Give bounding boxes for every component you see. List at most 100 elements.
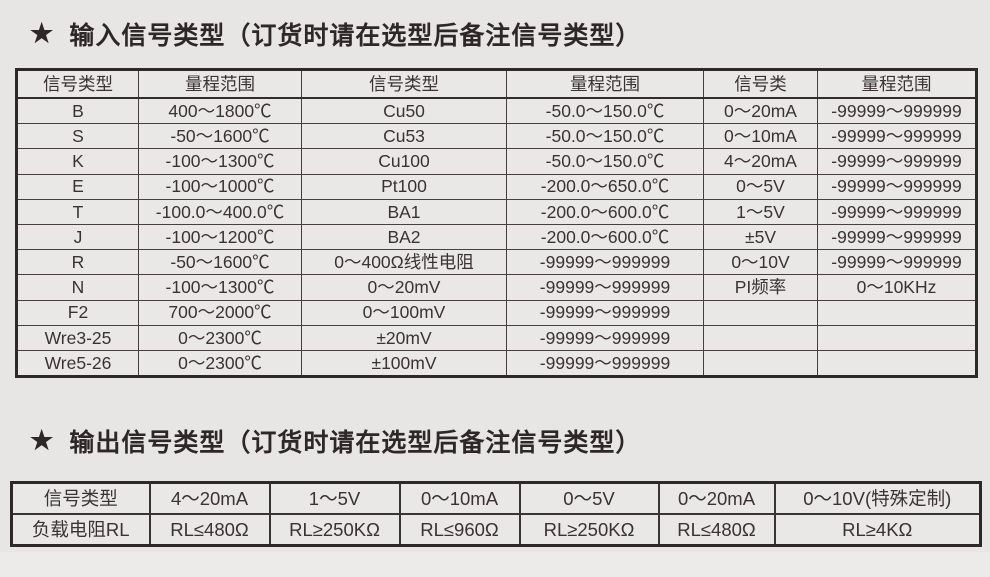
- table-cell: -99999～999999: [506, 299, 704, 326]
- section-title-text: 输出信号类型（订货时请在选型后备注信号类型）: [69, 429, 642, 457]
- table-cell: -50～1600℃: [138, 123, 302, 150]
- output-signal-section-title: ★ 输出信号类型（订货时请在选型后备注信号类型）: [30, 423, 641, 459]
- table-cell: -100～1300℃: [138, 274, 302, 301]
- table-cell: [703, 324, 818, 351]
- input-signal-table: 信号类型 量程范围 信号类型 量程范围 信号类 量程范围 B 400～1800℃ Cu50 -5…: [15, 68, 978, 379]
- table-cell: ±5V: [703, 223, 818, 251]
- table-cell: -100～1300℃: [138, 148, 302, 175]
- table-cell: -99999～999999: [817, 249, 977, 276]
- table-cell: Cu100: [301, 148, 507, 175]
- table-cell: 0～10KHz: [817, 274, 977, 301]
- table-row: S -50～1600℃ Cu53 -50.0～150.0℃ 0～10mA -99999～9…: [16, 123, 977, 150]
- bottom-band: [0, 552, 990, 577]
- table-cell: 0～10mA: [398, 481, 521, 515]
- table-cell: 0～20mA: [703, 97, 818, 125]
- table-cell: 0～2300℃: [138, 349, 302, 378]
- table-cell: B: [16, 97, 139, 125]
- table-cell: RL≤960Ω: [398, 513, 521, 547]
- table-cell: PI频率: [703, 274, 818, 301]
- table-cell: E: [16, 173, 139, 200]
- table-cell: 1～5V: [703, 198, 818, 225]
- table-cell: 4～20mA: [148, 481, 271, 515]
- table-cell: 0～20mA: [657, 481, 776, 515]
- table-row: F2 700～2000℃ 0～100mV -99999～999999: [16, 299, 977, 326]
- table-cell: BA2: [301, 223, 507, 251]
- table-cell: Wre5-26: [16, 349, 139, 378]
- table-row: 负载电阻RL RL≤480Ω RL≥250KΩ RL≤960Ω RL≥250KΩ RL≤4…: [10, 513, 982, 547]
- table-cell: 0～10V(特殊定制): [773, 481, 982, 515]
- table-row: B 400～1800℃ Cu50 -50.0～150.0℃ 0～20mA -99999～9…: [16, 97, 977, 125]
- table-cell: [817, 349, 977, 378]
- table-row: 信号类型 4～20mA 1～5V 0～10mA 0～5V 0～20mA 0～10V(特殊定制…: [10, 481, 982, 515]
- table-cell: -50.0～150.0℃: [506, 148, 704, 175]
- table-cell: -50～1600℃: [138, 249, 302, 276]
- table-cell: RL≥4KΩ: [773, 513, 982, 547]
- table-cell: -99999～999999: [817, 198, 977, 225]
- table-row: N -100～1300℃ 0～20mV -99999～999999 PI频率 0～10KH…: [16, 274, 977, 301]
- table-cell: 0～10V: [703, 249, 818, 276]
- table-header-cell: 信号类型: [301, 69, 507, 99]
- table-cell: RL≥250KΩ: [268, 513, 401, 547]
- table-cell: 1～5V: [268, 481, 401, 515]
- table-cell: -100.0～400.0℃: [138, 198, 302, 225]
- table-cell: -99999～999999: [506, 249, 704, 276]
- input-table-header: 信号类型 量程范围 信号类型 量程范围 信号类 量程范围: [16, 69, 977, 99]
- table-cell: Cu53: [301, 123, 507, 150]
- table-cell: T: [16, 198, 139, 225]
- table-row: K -100～1300℃ Cu100 -50.0～150.0℃ 4～20mA -99999…: [16, 148, 977, 175]
- table-cell: F2: [16, 299, 139, 326]
- table-cell: -100～1200℃: [138, 223, 302, 251]
- table-cell: R: [16, 249, 139, 276]
- table-row: E -100～1000℃ Pt100 -200.0～650.0℃ 0～5V -99999～…: [16, 173, 977, 200]
- table-cell: -200.0～600.0℃: [506, 223, 704, 251]
- table-cell: -99999～999999: [817, 123, 977, 150]
- table-cell: 0～100mV: [301, 299, 507, 326]
- table-row: R -50～1600℃ 0～400Ω线性电阻 -99999～999999 0～10V -9…: [16, 249, 977, 276]
- table-cell: [703, 299, 818, 326]
- table-cell: S: [16, 123, 139, 150]
- table-cell: RL≥250KΩ: [518, 513, 660, 547]
- table-header-cell: 量程范围: [506, 69, 704, 99]
- table-cell: 信号类型: [10, 481, 151, 515]
- table-cell: [703, 349, 818, 378]
- table-cell: 0～400Ω线性电阻: [301, 249, 507, 276]
- table-header-cell: 信号类型: [16, 69, 139, 99]
- table-cell: Cu50: [301, 97, 507, 125]
- table-cell: -50.0～150.0℃: [506, 123, 704, 150]
- star-icon: ★: [30, 18, 55, 48]
- output-table-body: 信号类型 4～20mA 1～5V 0～10mA 0～5V 0～20mA 0～10V(特殊定制…: [10, 481, 982, 547]
- table-header-cell: 量程范围: [817, 69, 977, 99]
- table-cell: -100～1000℃: [138, 173, 302, 200]
- table-cell: K: [16, 148, 139, 175]
- input-signal-section-title: ★ 输入信号类型（订货时请在选型后备注信号类型）: [30, 16, 641, 52]
- table-cell: ±20mV: [301, 324, 507, 351]
- table-cell: -99999～999999: [817, 97, 977, 125]
- table-cell: Wre3-25: [16, 324, 139, 351]
- table-cell: N: [16, 274, 139, 301]
- table-cell: [817, 299, 977, 326]
- table-row: T -100.0～400.0℃ BA1 -200.0～600.0℃ 1～5V -99999…: [16, 198, 977, 225]
- table-cell: 700～2000℃: [138, 299, 302, 326]
- table-row: Wre3-25 0～2300℃ ±20mV -99999～999999: [16, 324, 977, 351]
- table-cell: [817, 324, 977, 351]
- output-signal-table: 信号类型 4～20mA 1～5V 0～10mA 0～5V 0～20mA 0～10V(特殊定制…: [10, 481, 982, 547]
- table-cell: 0～20mV: [301, 274, 507, 301]
- table-cell: -99999～999999: [817, 148, 977, 175]
- section-title-text: 输入信号类型（订货时请在选型后备注信号类型）: [69, 22, 642, 50]
- star-icon: ★: [30, 425, 55, 455]
- table-cell: -99999～999999: [506, 349, 704, 378]
- table-cell: -200.0～650.0℃: [506, 173, 704, 200]
- input-table-body: B 400～1800℃ Cu50 -50.0～150.0℃ 0～20mA -99999～9…: [16, 97, 977, 378]
- table-cell: J: [16, 223, 139, 251]
- table-cell: 0～10mA: [703, 123, 818, 150]
- table-cell: RL≤480Ω: [657, 513, 776, 547]
- table-row: J -100～1200℃ BA2 -200.0～600.0℃ ±5V -99999～999…: [16, 223, 977, 251]
- table-cell: 负载电阻RL: [10, 513, 151, 547]
- table-cell: 0～5V: [518, 481, 660, 515]
- table-cell: 0～5V: [703, 173, 818, 200]
- table-cell: -50.0～150.0℃: [506, 97, 704, 125]
- table-cell: -99999～999999: [817, 173, 977, 200]
- table-cell: -99999～999999: [506, 274, 704, 301]
- table-header-cell: 量程范围: [138, 69, 302, 99]
